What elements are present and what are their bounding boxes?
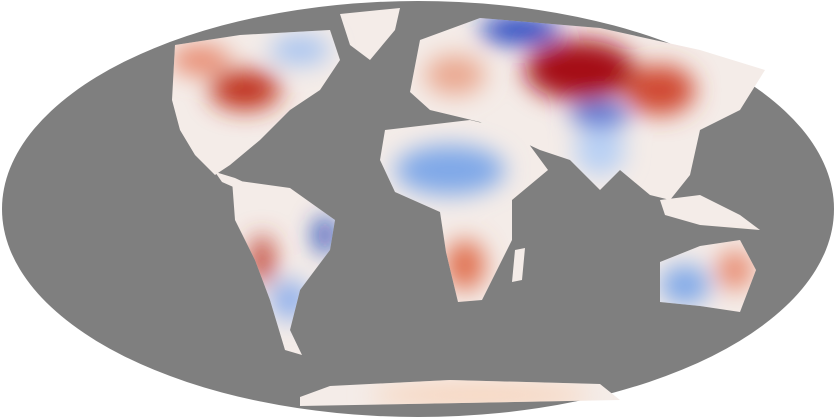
anomaly-sahara-central	[395, 145, 505, 195]
anomaly-central-asia	[525, 40, 635, 100]
anomaly-siberia-west	[480, 16, 560, 44]
anomaly-canada-north	[270, 35, 330, 65]
anomaly-europe	[425, 55, 485, 95]
anomaly-north-america-east	[210, 70, 280, 110]
anomaly-tibet	[570, 103, 630, 127]
anomaly-brazil-northeast	[315, 217, 335, 253]
anomaly-southern-africa	[445, 240, 485, 290]
anomaly-north-america-west	[172, 45, 230, 75]
anomaly-india	[575, 125, 625, 175]
anomaly-australia-east	[717, 250, 753, 290]
anomaly-east-asia	[625, 65, 695, 115]
anomaly-australia-west	[660, 265, 710, 305]
anomaly-antarctica	[370, 383, 590, 406]
